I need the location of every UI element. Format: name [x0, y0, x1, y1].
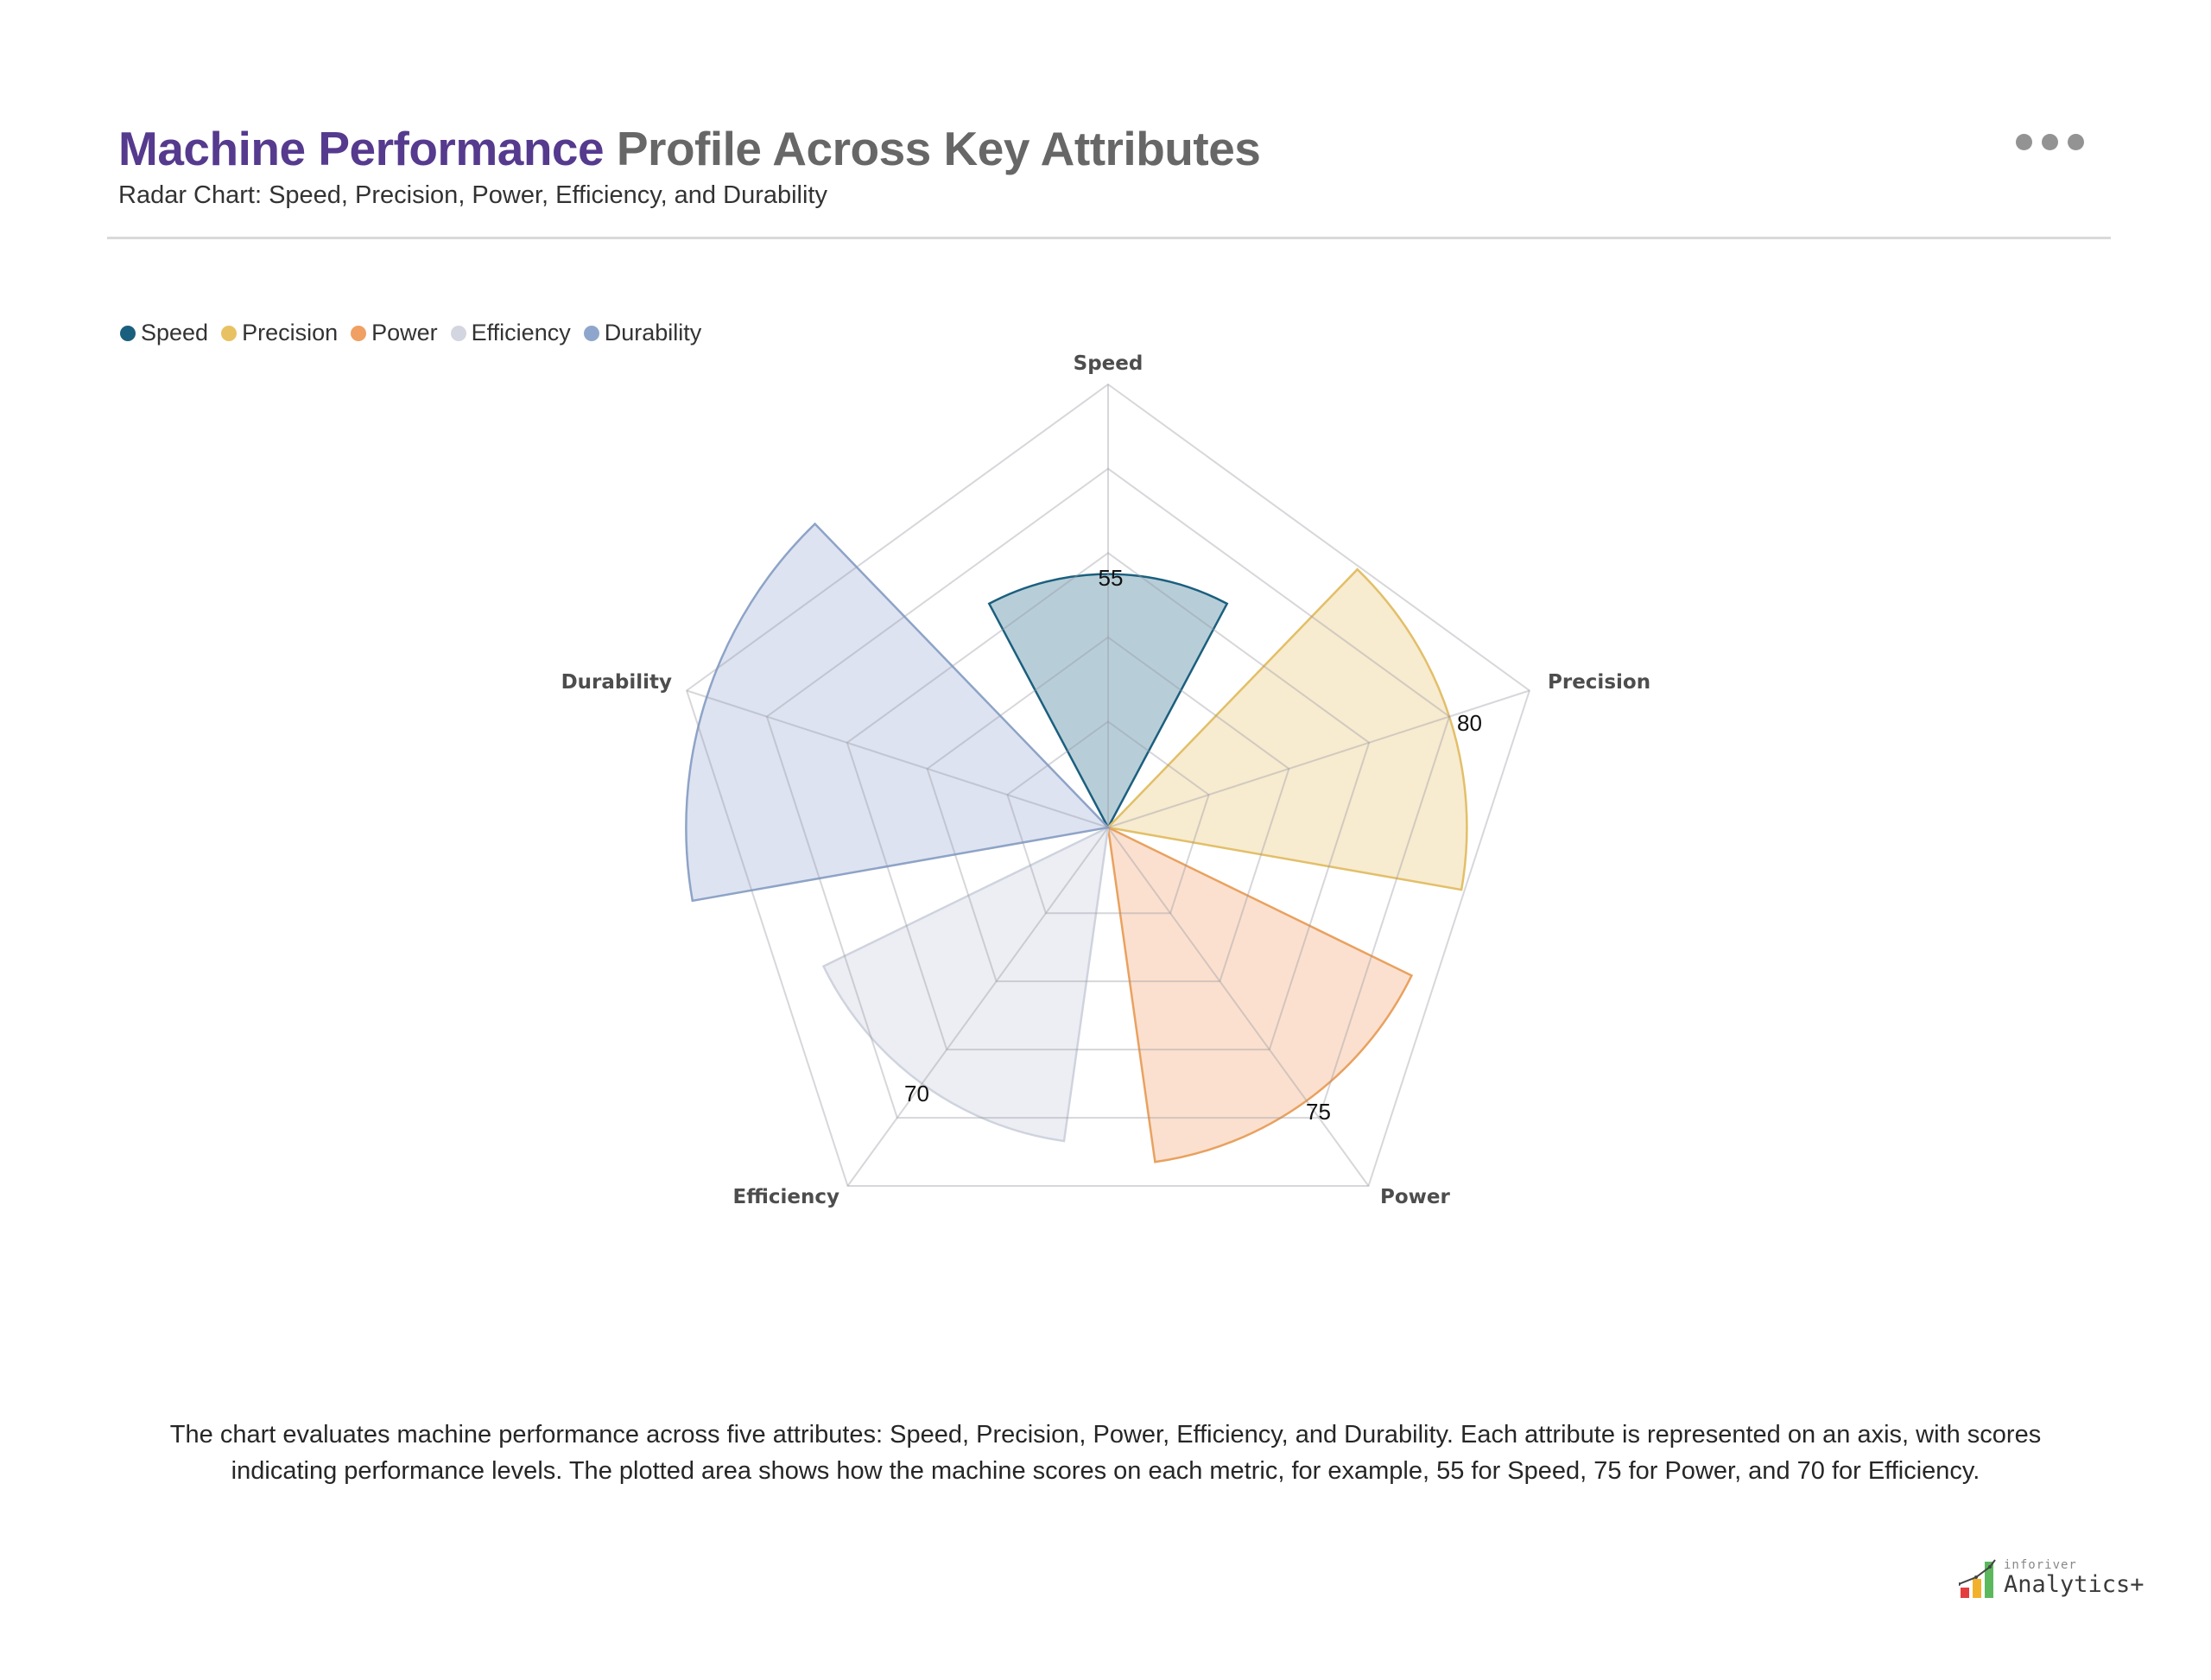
legend-dot-icon [450, 325, 466, 341]
legend-dot-icon [221, 325, 238, 341]
legend-dot-icon [351, 325, 367, 341]
legend-label: Efficiency [471, 320, 571, 346]
legend-label: Speed [141, 320, 209, 346]
logo-brand-big: Analytics+ [2004, 1571, 2144, 1598]
grid-ring [846, 551, 1371, 1051]
more-horizontal-icon [2016, 134, 2032, 150]
legend-label: Power [371, 320, 438, 346]
analytics-logo-icon [1959, 1559, 1996, 1598]
grid-ring [685, 383, 1531, 1187]
wedge-precision[interactable] [1106, 567, 1468, 891]
chart-legend: Speed Precision Power Efficiency Durabil… [120, 320, 714, 346]
grid-ring [765, 467, 1451, 1119]
wedge-power[interactable] [1106, 825, 1414, 1163]
legend-item-efficiency[interactable]: Efficiency [450, 320, 571, 346]
chart-wedges [685, 522, 1468, 1163]
wedge-speed[interactable] [987, 573, 1229, 830]
legend-dot-icon [120, 325, 136, 341]
axis-label-speed: Speed [1074, 352, 1144, 375]
grid-ring [1006, 720, 1210, 915]
wedge-efficiency[interactable] [821, 825, 1110, 1143]
grid-ring [926, 636, 1290, 983]
grid-spoke [846, 827, 1109, 1187]
grid-spoke [1107, 827, 1370, 1187]
chart-title-rest: Profile Across Key Attributes [616, 122, 1261, 175]
chart-description: The chart evaluates machine performance … [169, 1421, 2042, 1485]
grid-spoke [686, 689, 1109, 828]
legend-item-precision[interactable]: Precision [221, 320, 338, 346]
chart-title-accent: Machine Performance [118, 122, 605, 175]
more-options-button[interactable] [2016, 134, 2084, 150]
value-label-efficiency: 70 [904, 1081, 929, 1106]
legend-label: Precision [242, 320, 339, 346]
axis-label-efficiency: Efficiency [733, 1186, 839, 1208]
legend-item-power[interactable]: Power [351, 320, 438, 346]
axis-label-precision: Precision [1548, 671, 1650, 694]
logo-brand-small: inforiver [2004, 1558, 2077, 1572]
more-horizontal-icon [2042, 134, 2058, 150]
legend-label: Durability [604, 320, 702, 346]
legend-item-speed[interactable]: Speed [120, 320, 208, 346]
axis-label-power: Power [1380, 1186, 1451, 1208]
axis-label-durability: Durability [561, 671, 672, 694]
value-label-speed: 55 [1099, 565, 1124, 591]
legend-item-durability[interactable]: Durability [583, 320, 702, 346]
chart-title: Machine Performance Profile Across Key A… [118, 119, 2107, 178]
chart-header: Machine Performance Profile Across Key A… [118, 119, 2107, 210]
legend-dot-icon [583, 325, 599, 341]
radar-grid [685, 383, 1531, 1187]
wedge-durability[interactable] [685, 522, 1111, 903]
chart-subtitle: Radar Chart: Speed, Precision, Power, Ef… [118, 181, 827, 209]
more-horizontal-icon [2068, 134, 2084, 150]
inforiver-logo: inforiver Analytics+ [1959, 1558, 2144, 1598]
header-divider [107, 237, 2111, 239]
grid-spoke [1107, 689, 1530, 828]
value-label-power: 75 [1306, 1099, 1331, 1125]
value-label-precision: 80 [1457, 710, 1482, 736]
